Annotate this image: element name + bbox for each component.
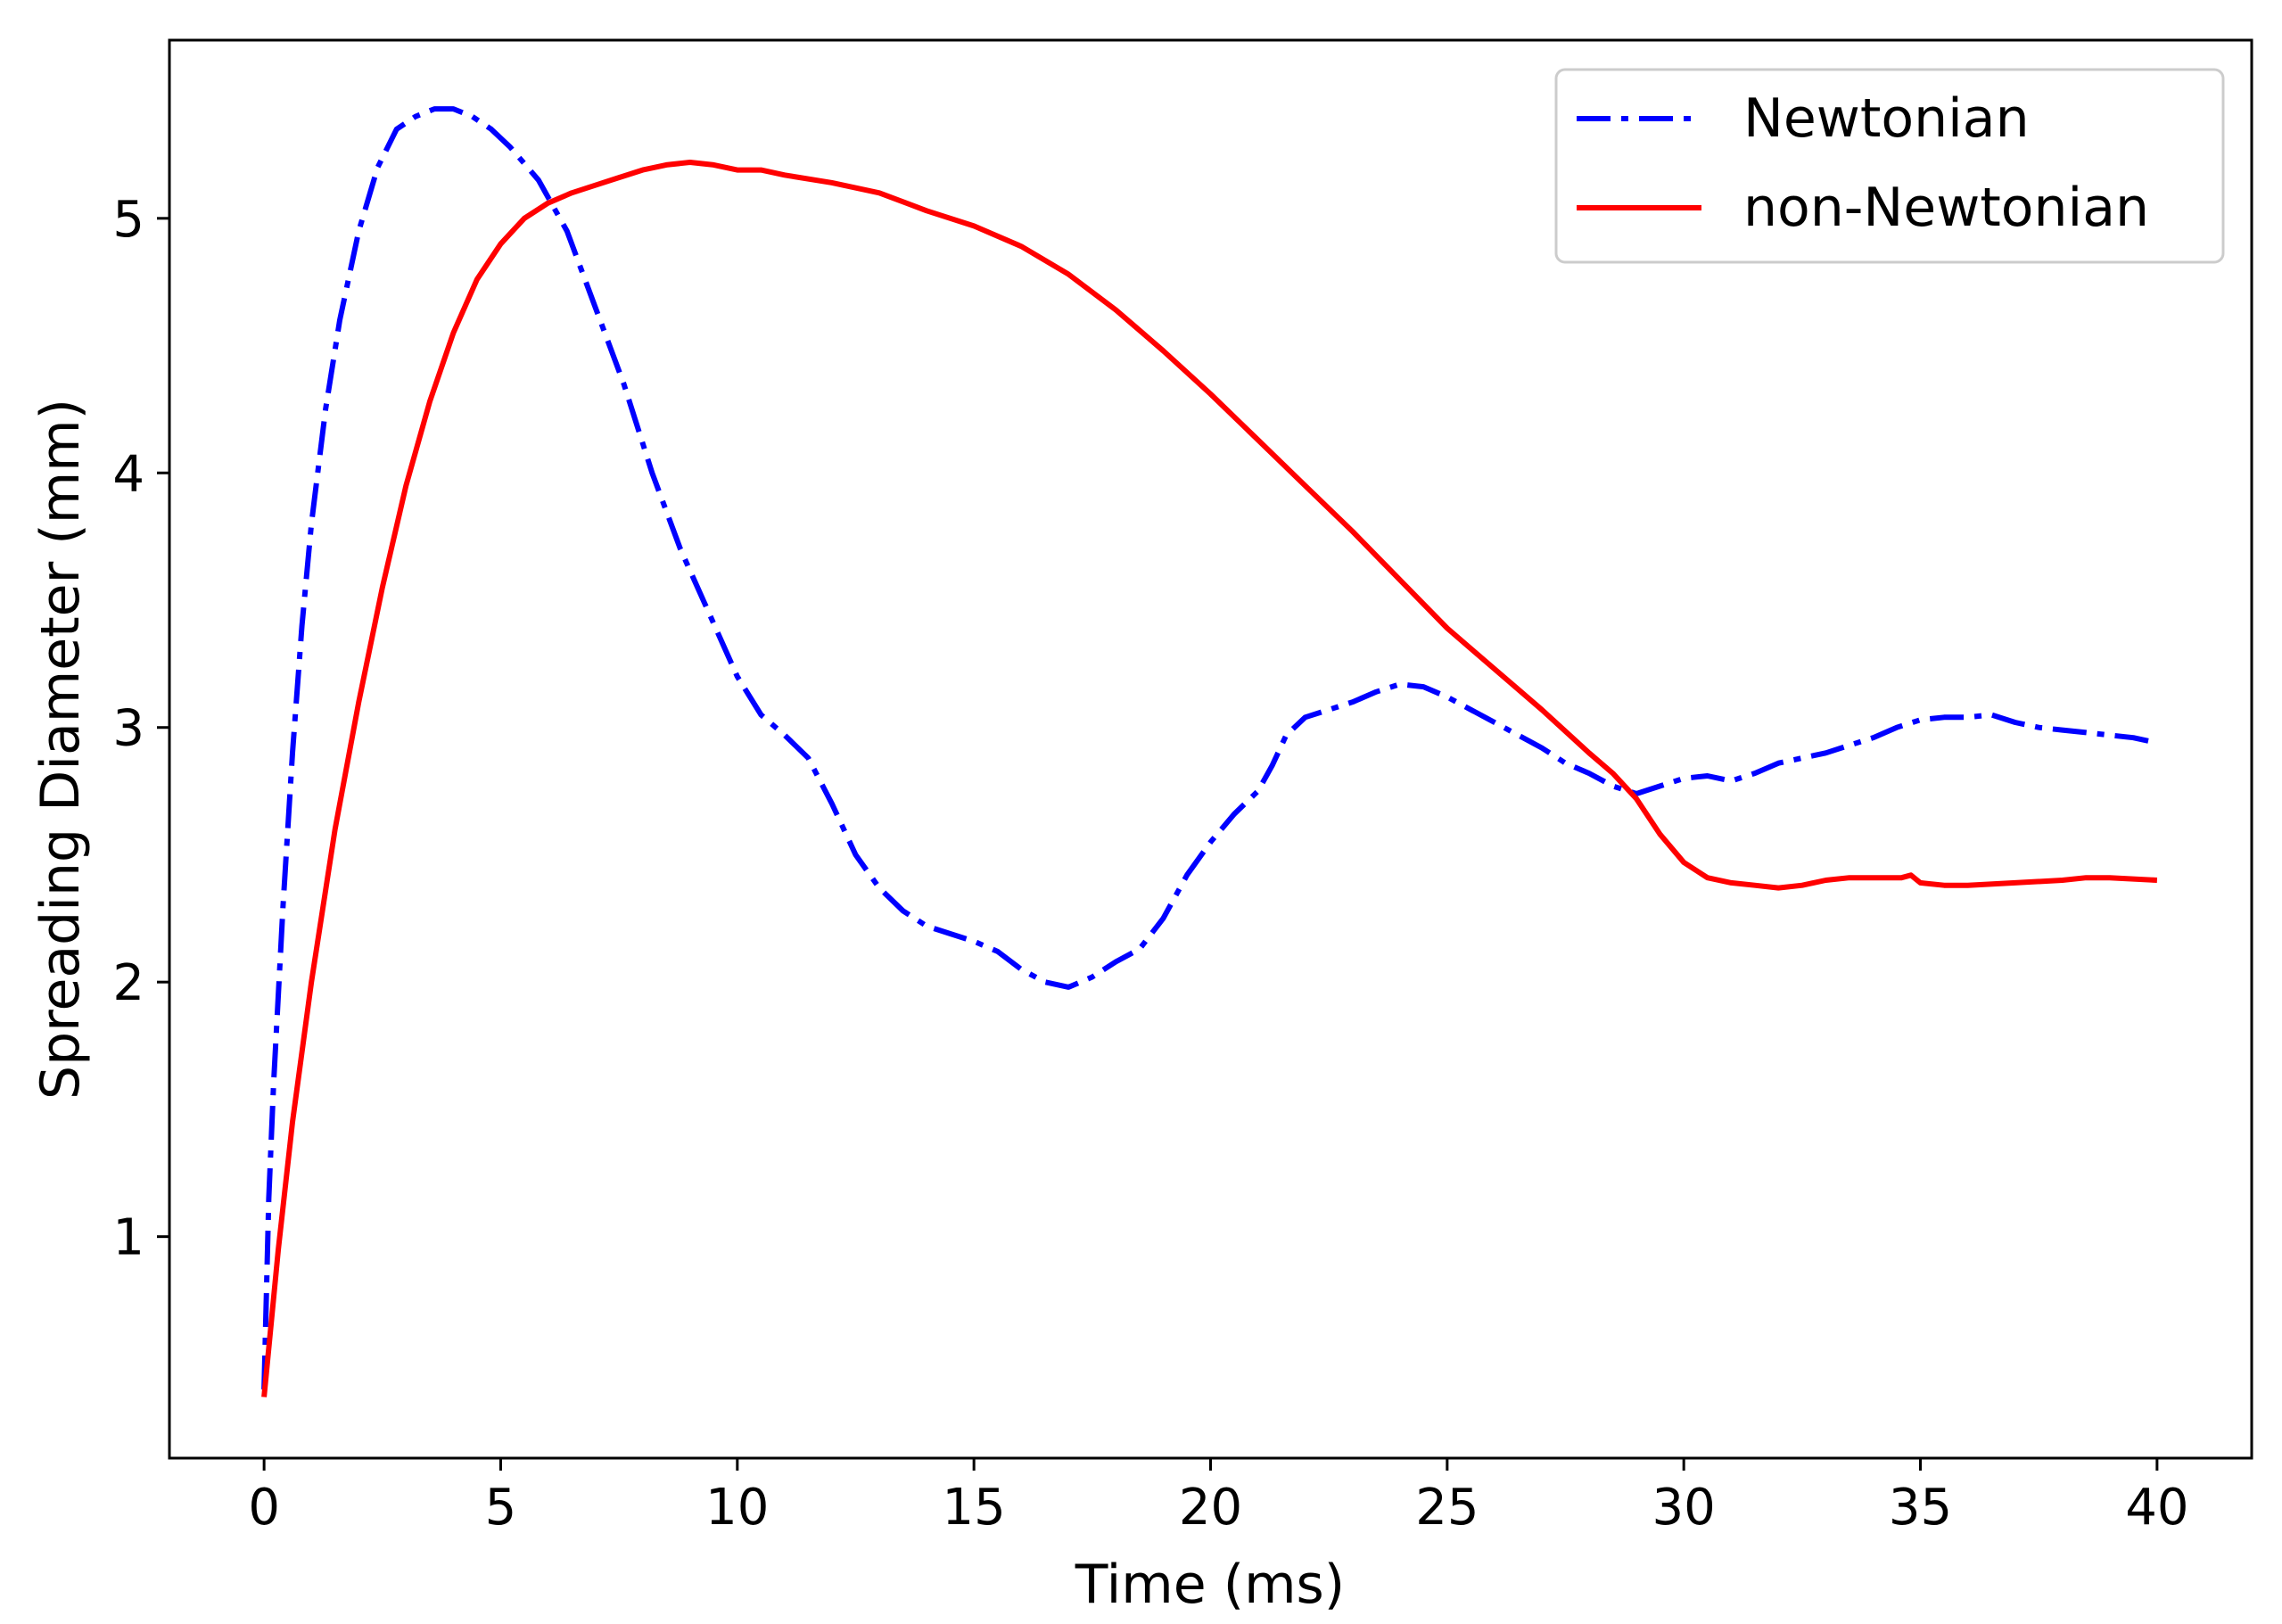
x-tick-label: 10 (705, 1479, 769, 1537)
series-layer (261, 106, 2158, 1397)
x-tick-label: 15 (943, 1479, 1006, 1537)
y-tick-label: 3 (112, 700, 144, 758)
legend-label: Newtonian (1743, 87, 2030, 150)
y-tick-label: 5 (112, 191, 144, 249)
x-tick-label: 35 (1889, 1479, 1952, 1537)
axis-layer: 0 5 10 15 20 25 30 35 40 1 2 3 4 5 (112, 191, 2188, 1537)
legend-box (1554, 68, 2225, 264)
x-axis-label: Time (ms) (1075, 1554, 1345, 1616)
y-axis-label: Spreading Diameter (mm) (29, 399, 92, 1100)
y-tick-label: 4 (112, 445, 144, 503)
x-tick-label: 5 (485, 1479, 517, 1537)
x-tick-label: 40 (2125, 1479, 2188, 1537)
legend: Newtonian non-Newtonian (1554, 68, 2225, 264)
x-tick-label: 25 (1415, 1479, 1479, 1537)
legend-items: Newtonian non-Newtonian (1577, 87, 2149, 239)
series-line-non-newtonian (261, 160, 2158, 1397)
legend-label: non-Newtonian (1743, 177, 2149, 239)
x-tick-label: 30 (1652, 1479, 1716, 1537)
y-tick-label: 1 (112, 1209, 144, 1267)
x-tick-label: 20 (1179, 1479, 1242, 1537)
x-tick-label: 0 (248, 1479, 280, 1537)
y-tick-label: 2 (112, 954, 144, 1012)
series-line-newtonian (261, 106, 2158, 1389)
